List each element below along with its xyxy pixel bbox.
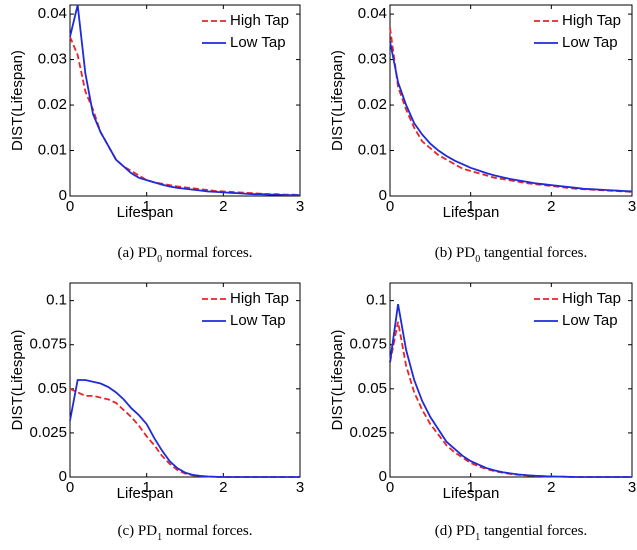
series-line [69, 36, 301, 196]
y-tick-label: 0.025 [29, 424, 67, 441]
series-line [389, 27, 633, 193]
y-tick-label: 0 [379, 468, 387, 485]
series-line [389, 321, 632, 478]
x-axis-label: Lifespan [443, 204, 500, 221]
series-line [69, 388, 300, 478]
caption-part: 1 [157, 532, 162, 543]
caption-part: normal forces. [162, 523, 252, 539]
x-tick-label: 0 [386, 198, 394, 215]
legend-label: High Tap [230, 290, 289, 307]
caption-part: 1 [475, 532, 480, 543]
legend-label: Low Tap [562, 34, 618, 51]
caption: (d) PD1 tangential forces. [435, 523, 587, 542]
x-tick-label: 3 [296, 198, 304, 215]
legend-label: High Tap [230, 12, 289, 29]
y-tick-label: 0 [379, 187, 387, 204]
subplot: 0 0.025 0.05 0.075 0.1 0 1 2 3 Lifespan DIST(Lifes… [9, 282, 304, 543]
y-tick-label: 0.04 [358, 5, 387, 22]
axes-frame [389, 282, 633, 478]
caption-part: tangential forces. [480, 245, 587, 261]
caption-part: (a) PD [118, 245, 158, 261]
x-axis-label: Lifespan [117, 485, 174, 502]
series-line [69, 379, 300, 478]
x-tick-label: 1 [142, 479, 150, 496]
caption-part: (c) PD [118, 523, 158, 539]
series-line [69, 4, 300, 196]
legend-label: Low Tap [562, 312, 618, 329]
y-tick-label: 0.02 [38, 96, 67, 113]
y-axis-label: DIST(Lifespan) [9, 50, 26, 151]
x-axis-label: Lifespan [443, 485, 500, 502]
y-axis-label: DIST(Lifespan) [9, 330, 26, 431]
subplot: 0 0.025 0.05 0.075 0.1 0 1 2 3 Lifespan DIST(Lifes… [329, 282, 636, 543]
y-tick-label: 0 [59, 187, 67, 204]
x-tick-label: 0 [66, 198, 74, 215]
x-tick-label: 2 [547, 479, 555, 496]
x-tick-label: 2 [219, 479, 227, 496]
y-tick-label: 0.05 [38, 380, 67, 397]
x-axis-label: Lifespan [117, 204, 174, 221]
y-axis-label: DIST(Lifespan) [329, 50, 346, 151]
legend-label: Low Tap [230, 34, 286, 51]
series-line [389, 304, 632, 478]
legend-label: High Tap [562, 290, 621, 307]
y-tick-label: 0.1 [366, 292, 387, 309]
caption-part: 0 [475, 254, 480, 265]
caption-part: (d) PD [435, 523, 476, 539]
x-tick-label: 0 [386, 479, 394, 496]
caption-part: tangential forces. [480, 523, 587, 539]
y-tick-label: 0.025 [349, 424, 387, 441]
caption: (a) PD0 normal forces. [118, 245, 253, 264]
y-tick-label: 0.1 [46, 292, 67, 309]
y-tick-label: 0.02 [358, 96, 387, 113]
x-tick-label: 3 [628, 198, 636, 215]
x-tick-label: 3 [296, 479, 304, 496]
x-tick-label: 0 [66, 479, 74, 496]
axes-frame [69, 4, 301, 197]
y-tick-label: 0.03 [38, 51, 67, 68]
x-tick-label: 1 [142, 198, 150, 215]
legend-label: Low Tap [230, 312, 286, 329]
caption-part: (b) PD [435, 245, 476, 261]
y-tick-label: 0 [59, 468, 67, 485]
x-tick-label: 1 [466, 479, 474, 496]
y-tick-label: 0.01 [38, 141, 67, 158]
caption: (c) PD1 normal forces. [118, 523, 253, 542]
axes-frame [69, 282, 301, 478]
x-tick-label: 3 [628, 479, 636, 496]
x-tick-label: 1 [466, 198, 474, 215]
x-tick-label: 2 [547, 198, 555, 215]
legend-label: High Tap [562, 12, 621, 29]
y-tick-label: 0.04 [38, 5, 67, 22]
subplot: 0 0.01 0.02 0.03 0.04 0 1 2 3 Lifespan DIST(Lifesp… [9, 4, 304, 265]
y-tick-label: 0.01 [358, 141, 387, 158]
y-tick-label: 0.075 [349, 336, 387, 353]
subplot: 0 0.01 0.02 0.03 0.04 0 1 2 3 Lifespan DIST(Lifesp… [329, 4, 636, 265]
y-axis-label: DIST(Lifespan) [329, 330, 346, 431]
y-tick-label: 0.075 [29, 336, 67, 353]
series-line [389, 41, 633, 193]
axes-frame [389, 4, 633, 197]
caption: (b) PD0 tangential forces. [435, 245, 587, 264]
y-tick-label: 0.03 [358, 51, 387, 68]
x-tick-label: 2 [219, 198, 227, 215]
caption-part: normal forces. [162, 245, 252, 261]
caption-part: 0 [157, 254, 162, 265]
y-tick-label: 0.05 [358, 380, 387, 397]
